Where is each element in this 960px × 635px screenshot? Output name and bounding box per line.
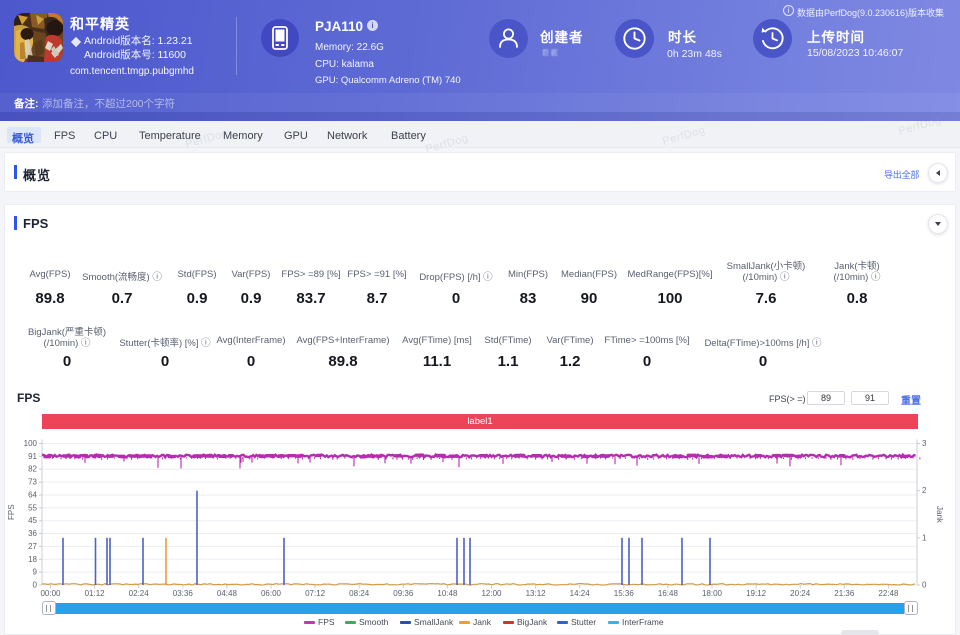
svg-text:10:48: 10:48	[437, 589, 458, 598]
svg-text:3: 3	[922, 439, 927, 448]
svg-text:06:00: 06:00	[261, 589, 282, 598]
svg-text:09:36: 09:36	[393, 589, 414, 598]
svg-text:0: 0	[922, 581, 927, 590]
svg-text:9: 9	[33, 568, 38, 577]
svg-text:00:00: 00:00	[40, 589, 61, 598]
svg-text:45: 45	[28, 516, 37, 525]
svg-text:FPS: FPS	[7, 504, 16, 520]
svg-text:02:24: 02:24	[129, 589, 150, 598]
svg-text:82: 82	[28, 465, 37, 474]
svg-text:100: 100	[24, 439, 38, 448]
svg-text:03:36: 03:36	[173, 589, 194, 598]
svg-text:20:24: 20:24	[790, 589, 811, 598]
svg-text:27: 27	[28, 542, 37, 551]
svg-text:22:48: 22:48	[878, 589, 899, 598]
svg-text:64: 64	[28, 491, 37, 500]
svg-text:04:48: 04:48	[217, 589, 238, 598]
svg-text:2: 2	[922, 486, 927, 495]
svg-text:36: 36	[28, 529, 37, 538]
svg-text:14:24: 14:24	[570, 589, 591, 598]
svg-text:73: 73	[28, 478, 37, 487]
svg-text:16:48: 16:48	[658, 589, 679, 598]
svg-text:0: 0	[33, 581, 38, 590]
svg-text:08:24: 08:24	[349, 589, 370, 598]
svg-text:55: 55	[28, 503, 37, 512]
svg-text:18: 18	[28, 555, 37, 564]
svg-text:1: 1	[922, 533, 927, 542]
svg-text:19:12: 19:12	[746, 589, 767, 598]
svg-text:21:36: 21:36	[834, 589, 855, 598]
svg-text:15:36: 15:36	[614, 589, 635, 598]
svg-text:Jank: Jank	[935, 506, 944, 524]
svg-text:18:00: 18:00	[702, 589, 723, 598]
svg-text:12:00: 12:00	[481, 589, 502, 598]
svg-text:01:12: 01:12	[85, 589, 106, 598]
svg-text:13:12: 13:12	[526, 589, 547, 598]
svg-text:07:12: 07:12	[305, 589, 326, 598]
svg-text:91: 91	[28, 452, 37, 461]
